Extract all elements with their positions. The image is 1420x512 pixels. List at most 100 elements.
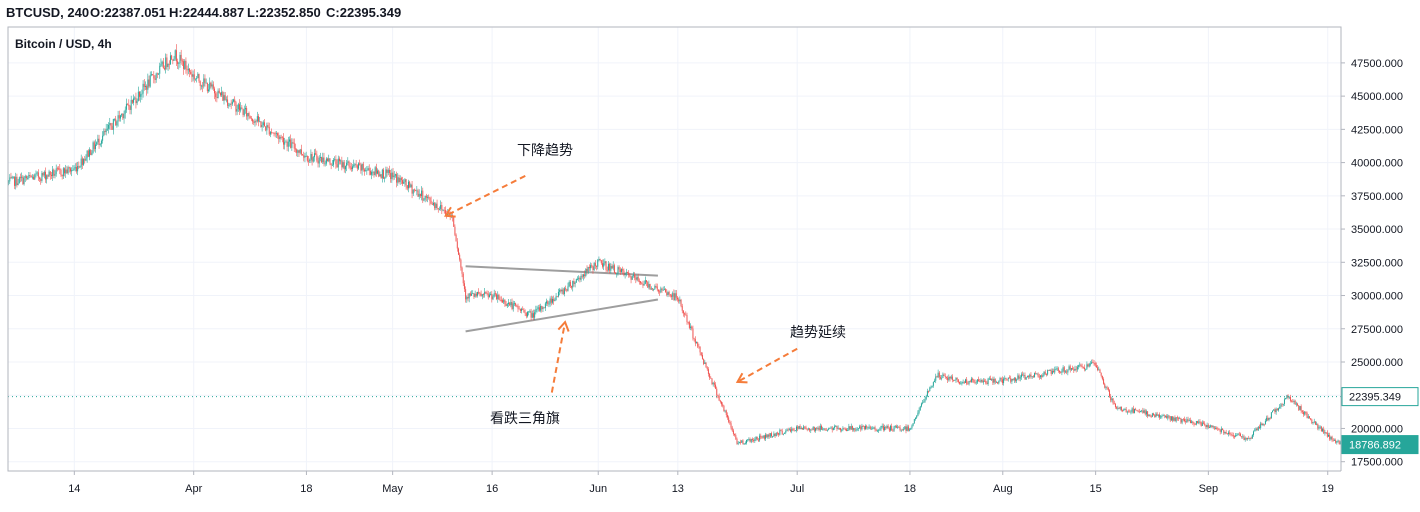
candle <box>972 377 974 383</box>
candle <box>1063 366 1065 375</box>
candle <box>1301 409 1303 415</box>
candle <box>89 147 91 161</box>
candle <box>1029 373 1031 379</box>
candle <box>905 424 907 434</box>
candle <box>1078 364 1080 370</box>
candle <box>354 163 356 168</box>
candle <box>1085 368 1087 372</box>
candle <box>1124 407 1126 411</box>
candle <box>1333 438 1335 441</box>
annotation: 趋势延续 <box>735 324 846 384</box>
candle <box>1017 373 1019 380</box>
candle <box>1281 402 1283 408</box>
candle <box>915 417 917 421</box>
candle <box>1261 422 1263 426</box>
candle <box>682 309 684 317</box>
candle <box>378 169 380 178</box>
candle <box>1300 404 1302 414</box>
candle <box>906 424 908 432</box>
candle <box>340 159 342 165</box>
candle <box>104 128 106 135</box>
candle <box>338 156 340 165</box>
candle <box>484 288 486 298</box>
open-value: O:22387.051 <box>90 5 166 20</box>
candle <box>1134 408 1136 414</box>
candle <box>609 262 611 274</box>
candle <box>547 300 549 307</box>
candle <box>920 402 922 408</box>
candle <box>146 84 148 96</box>
candle <box>1216 426 1218 430</box>
candle <box>1118 406 1120 410</box>
candle <box>1206 422 1208 430</box>
candle <box>737 440 739 446</box>
candle <box>502 298 504 304</box>
price-tick-label: 20000.000 <box>1351 423 1403 435</box>
candle <box>712 381 714 387</box>
price-labels: 22395.349 18786.892 <box>1341 387 1419 455</box>
candle <box>97 134 99 145</box>
candle <box>143 79 145 91</box>
candle <box>651 288 653 291</box>
candle <box>943 372 945 377</box>
candle <box>211 80 213 90</box>
candle <box>940 375 942 380</box>
price-tick-label: 45000.000 <box>1351 91 1403 103</box>
candle <box>405 178 407 190</box>
candle <box>425 193 427 202</box>
candle <box>1164 415 1166 418</box>
candle <box>672 291 674 300</box>
candle <box>1022 371 1024 377</box>
candle <box>39 176 41 182</box>
candle <box>634 272 636 281</box>
candle <box>816 426 818 431</box>
candle <box>843 427 845 430</box>
candle <box>390 169 392 183</box>
candle <box>183 59 185 75</box>
candle <box>394 173 396 178</box>
candle <box>429 196 431 206</box>
time-tick-label: 14 <box>68 483 80 495</box>
candle <box>613 263 615 274</box>
candle <box>335 155 337 169</box>
price-label-box <box>1341 435 1419 455</box>
candle <box>291 138 293 151</box>
candle <box>160 58 162 67</box>
candle <box>909 427 911 432</box>
candle <box>1303 410 1305 417</box>
candle <box>1091 359 1093 365</box>
candle <box>655 283 657 289</box>
candle <box>569 279 571 288</box>
candle <box>718 393 720 402</box>
candle <box>1322 427 1324 433</box>
candle <box>1217 426 1219 431</box>
candle <box>29 172 31 178</box>
candle <box>1208 425 1210 428</box>
symbol-label[interactable]: BTCUSD, 240 <box>6 5 90 20</box>
candle <box>91 150 93 156</box>
candle <box>130 95 132 115</box>
candle <box>1103 377 1105 385</box>
candle <box>1144 408 1146 416</box>
high-value: H:22444.887 <box>169 5 245 20</box>
candle <box>680 298 682 308</box>
price-label-text: 22395.349 <box>1349 392 1401 404</box>
time-tick-label: 18 <box>904 483 916 495</box>
candle <box>1093 360 1095 366</box>
candle <box>1107 386 1109 392</box>
candle <box>1194 423 1196 426</box>
candle <box>229 102 231 107</box>
candle <box>842 426 844 432</box>
candle <box>17 179 19 186</box>
candle <box>1126 410 1128 415</box>
price-tick-label: 27500.000 <box>1351 324 1403 336</box>
candle <box>1274 407 1276 414</box>
candle <box>1174 415 1176 422</box>
candle <box>1037 372 1039 378</box>
time-axis[interactable]: 14 Apr 18 May 16 Jun 13 Jul 18 Aug 15 Sep 19 <box>68 471 1334 495</box>
candle <box>949 376 951 382</box>
candle <box>793 427 795 432</box>
candle <box>512 300 514 312</box>
candle <box>647 281 649 288</box>
